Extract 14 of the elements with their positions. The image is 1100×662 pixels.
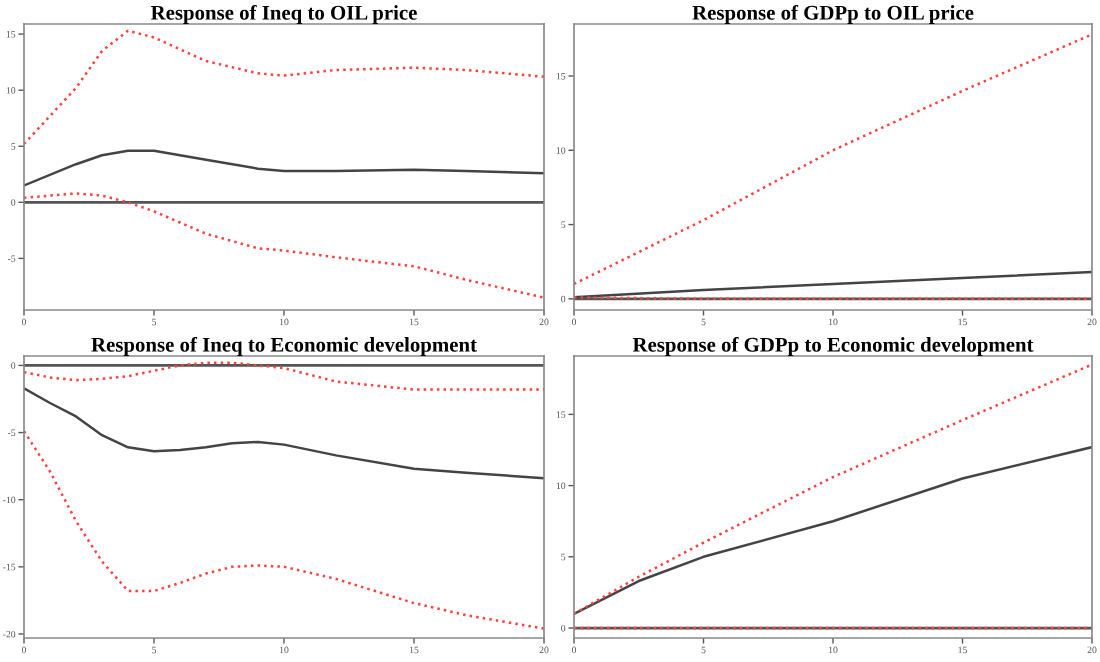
line-series	[574, 33, 1092, 286]
chart-title: Response of GDPp to Economic development	[632, 336, 1034, 356]
line-series	[24, 386, 544, 480]
line-series	[574, 445, 1092, 616]
chart-title: Response of GDPp to OIL price	[692, 4, 974, 24]
chart-title: Response of Ineq to OIL price	[150, 4, 417, 24]
line-series	[24, 192, 544, 299]
line-series	[24, 149, 544, 187]
line-series	[574, 363, 1092, 616]
line-series	[24, 29, 544, 146]
chart-title: Response of Ineq to Economic development	[91, 336, 477, 356]
line-series	[574, 270, 1092, 299]
line-series	[24, 361, 544, 391]
line-series	[24, 429, 544, 630]
